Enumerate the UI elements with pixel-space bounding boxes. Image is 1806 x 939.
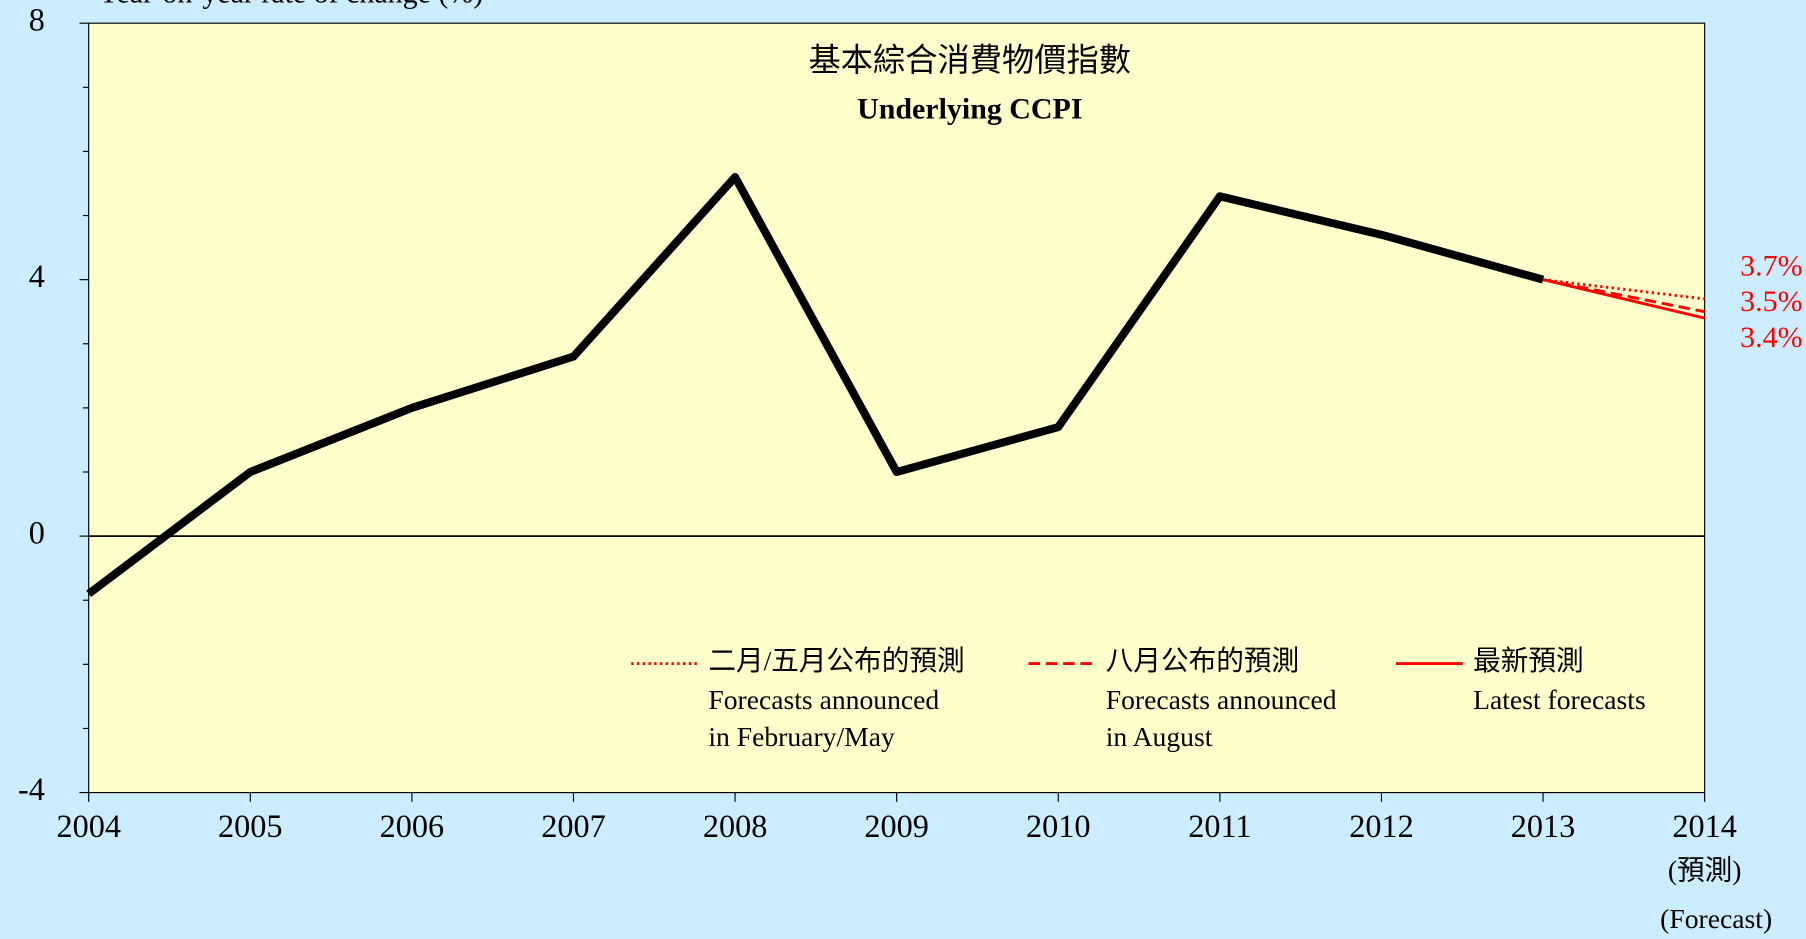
value-label: 3.4% bbox=[1740, 321, 1802, 354]
series-line bbox=[86, 173, 1545, 598]
x-tick-label: 2008 bbox=[703, 808, 768, 844]
chart-subtitle: Underlying CCPI bbox=[857, 93, 1082, 126]
x-tick-label: 2013 bbox=[1511, 808, 1576, 844]
legend-label: Latest forecasts bbox=[1473, 684, 1646, 715]
value-label: 3.5% bbox=[1740, 285, 1802, 318]
value-label: 3.7% bbox=[1740, 249, 1802, 282]
legend-label: Forecasts announced bbox=[1106, 684, 1337, 715]
chart-title: 基本綜合消費物價指數 bbox=[809, 42, 1132, 78]
legend-label: 二月/五月公布的預測 bbox=[708, 645, 964, 676]
x-tick-label: 2004 bbox=[56, 808, 121, 844]
x-tick-label: 2005 bbox=[218, 808, 283, 844]
x-tick-label: 2009 bbox=[864, 808, 929, 844]
forecast-note: (Forecast) bbox=[1660, 903, 1772, 934]
legend-label: in August bbox=[1106, 721, 1213, 752]
legend-label: Forecasts announced bbox=[708, 684, 939, 715]
legend-label: 最新預測 bbox=[1473, 645, 1584, 676]
y-tick-label: 0 bbox=[29, 515, 45, 551]
series-line bbox=[1542, 278, 1705, 320]
x-tick-label: 2012 bbox=[1349, 808, 1414, 844]
y-tick-label: 8 bbox=[29, 2, 45, 38]
legend-label: 八月公布的預測 bbox=[1106, 645, 1299, 676]
y-axis-label: Year-on-year rate of change (%) bbox=[98, 0, 483, 9]
series-line bbox=[1542, 278, 1705, 301]
x-tick-label: 2006 bbox=[380, 808, 445, 844]
x-tick-label: 2014 bbox=[1672, 808, 1737, 844]
forecast-note: (預測) bbox=[1668, 855, 1742, 886]
y-tick-label: 4 bbox=[29, 258, 45, 294]
x-tick-label: 2010 bbox=[1026, 808, 1091, 844]
x-tick-label: 2011 bbox=[1188, 808, 1251, 844]
y-tick-label: -4 bbox=[18, 771, 45, 807]
plot-area bbox=[88, 22, 1706, 794]
legend-label: in February/May bbox=[708, 721, 895, 752]
x-tick-label: 2007 bbox=[541, 808, 606, 844]
